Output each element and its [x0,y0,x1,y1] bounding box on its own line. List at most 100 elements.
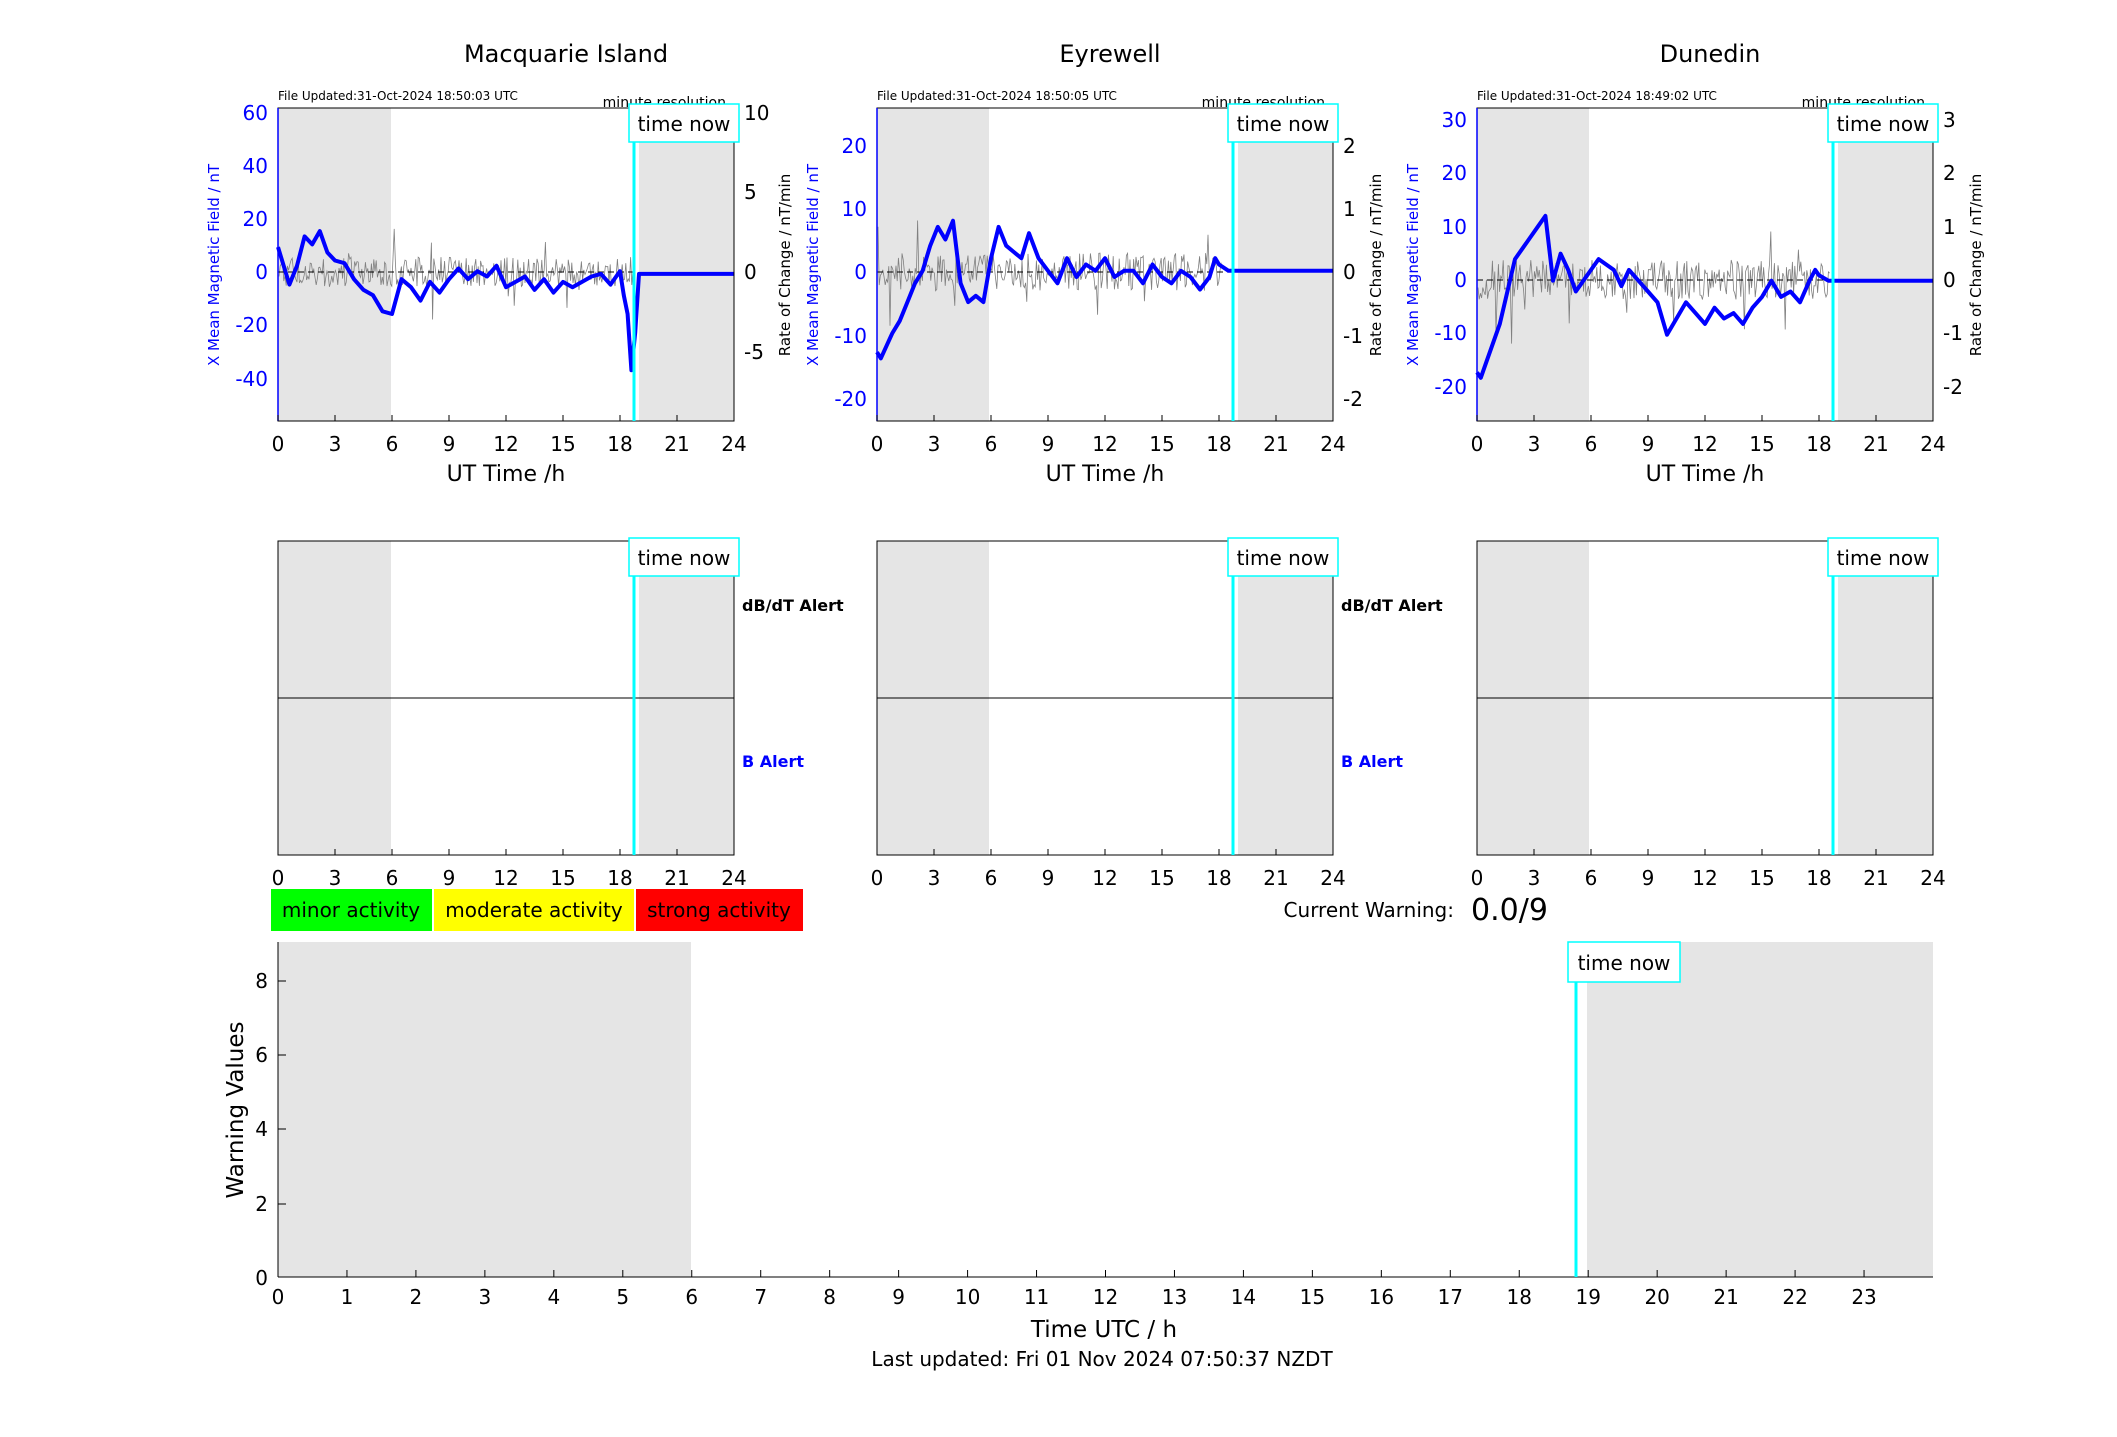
current-warning-label: Current Warning: [1284,898,1454,922]
right-y-ticks: 2 1 0 -1 -2 [1343,134,1363,411]
x-tick-label: 19 [1575,1285,1600,1309]
x-tick-label: 0 [871,866,884,890]
time-now-label: time now [1578,951,1671,975]
x-ticks: 0 3 6 9 12 15 18 21 24 [1471,849,1946,890]
y-tick-label: -20 [834,387,867,411]
x-tick-label: 11 [1024,1285,1049,1309]
x-tick-label: 3 [479,1285,492,1309]
y-tick-label: 10 [842,197,867,221]
rate-trace-line [278,228,634,320]
y-tick-label: -20 [1434,375,1467,399]
x-tick-label: 3 [928,432,941,456]
x-ticks: 0 3 6 9 12 15 18 21 24 [272,849,747,890]
y-tick-label: 30 [1442,108,1467,132]
current-warning-value: 0.0/9 [1471,893,1548,928]
rate-of-change-trace [278,228,634,320]
y-tick-label: 40 [243,154,268,178]
x-tick-label: 24 [1920,432,1945,456]
x-tick-label: 0 [1471,866,1484,890]
time-now-box [1227,103,1339,143]
x-tick-label: 17 [1438,1285,1463,1309]
x-tick-label: 9 [1642,866,1655,890]
station-panel-dunedin: Dunedin File Updated:31-Oct-2024 18:49:0… [1404,40,1985,890]
x-tick-label: 3 [329,866,342,890]
x-tick-label: 2 [410,1285,423,1309]
x-tick-label: 15 [1749,432,1774,456]
y2-tick-label: 0 [1343,260,1356,284]
file-updated-label: File Updated:31-Oct-2024 18:50:03 UTC [278,89,518,103]
y-tick-label: -10 [1434,321,1467,345]
x-tick-label: 6 [386,432,399,456]
x-tick-label: 15 [550,866,575,890]
y-axis-label: Warning Values [223,1021,249,1198]
x-tick-label: 18 [607,432,632,456]
y2-tick-label: -5 [744,340,764,364]
x-tick-label: 12 [1092,432,1117,456]
time-now-box [628,537,740,577]
b-alert-label: B Alert [742,752,804,771]
mean-field-line [276,229,734,373]
x-tick-label: 21 [664,432,689,456]
legend-minor-swatch [271,889,432,931]
time-now-box [628,103,740,143]
y-tick-label: 10 [1442,215,1467,239]
y2-tick-label: 5 [744,180,757,204]
x-tick-label: 12 [1092,866,1117,890]
x-tick-label: 24 [721,866,746,890]
shade-region [1838,108,1933,421]
time-now-label: time now [1237,546,1330,570]
x-tick-label: 0 [1471,432,1484,456]
right-y-label: Rate of Change / nT/min [1967,174,1985,356]
x-tick-label: 6 [1585,432,1598,456]
y2-tick-label: -1 [1343,324,1363,348]
x-tick-label: 24 [1920,866,1945,890]
legend-minor-label: minor activity [282,898,420,922]
x-axis-label: UT Time /h [1646,462,1765,487]
rate-of-change-trace [1477,231,1830,344]
shade-region [1477,108,1589,421]
x-tick-label: 24 [1320,866,1345,890]
y2-tick-label: -2 [1943,375,1963,399]
dbdt-alert-label: dB/dT Alert [742,596,844,615]
x-tick-label: 20 [1644,1285,1669,1309]
x-tick-label: 14 [1231,1285,1256,1309]
y-ticks: 8 6 4 2 0 [255,969,268,1290]
time-now-label: time now [1837,112,1930,136]
x-tick-label: 9 [892,1285,905,1309]
station-title: Macquarie Island [464,40,668,68]
x-tick-label: 18 [1206,432,1231,456]
x-tick-label: 21 [1863,866,1888,890]
x-tick-label: 3 [329,432,342,456]
x-tick-label: 9 [443,432,456,456]
x-tick-label: 18 [1507,1285,1532,1309]
y-tick-label: 20 [842,134,867,158]
x-axis-label: UT Time /h [1046,462,1165,487]
x-ticks: 0 1 2 3 4 5 6 7 8 9 10 11 12 13 14 15 16 17 18 19 20 21 22 23 [272,1270,1877,1309]
last-updated-label: Last updated: Fri 01 Nov 2024 07:50:37 N… [871,1347,1333,1371]
shade-region [1238,108,1333,421]
x-axis-label: Time UTC / h [1030,1317,1177,1343]
x-tick-label: 18 [1206,866,1231,890]
right-y-label: Rate of Change / nT/min [1367,174,1385,356]
shade-region [278,942,691,1277]
x-ticks: 0 3 6 9 12 15 18 21 24 [871,415,1346,456]
left-y-label: X Mean Magnetic Field / nT [1404,163,1422,366]
x-tick-label: 18 [1806,866,1831,890]
y2-tick-label: 3 [1943,108,1956,132]
x-tick-label: 4 [547,1285,560,1309]
y-tick-label: 8 [255,969,268,993]
x-tick-label: 6 [985,432,998,456]
time-now-box [1827,103,1939,143]
legend-moderate-label: moderate activity [445,898,623,922]
station-title: Dunedin [1660,40,1761,68]
y-tick-label: -40 [235,367,268,391]
mean-field-line [1475,213,1933,380]
x-tick-label: 21 [1263,432,1288,456]
y-tick-label: 0 [255,260,268,284]
y2-tick-label: 1 [1943,215,1956,239]
legend-strong-swatch [636,889,803,931]
mean-field-line [875,218,1333,361]
file-updated-label: File Updated:31-Oct-2024 18:50:05 UTC [877,89,1117,103]
x-tick-label: 3 [928,866,941,890]
legend-moderate-swatch [434,889,634,931]
